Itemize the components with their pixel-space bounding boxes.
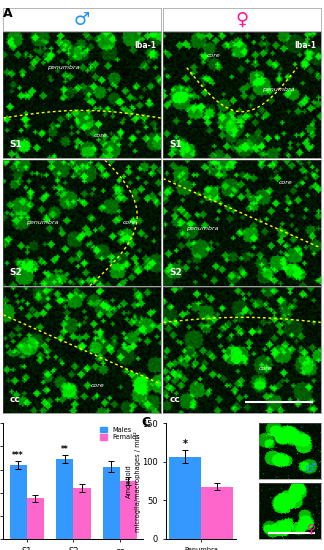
Text: S2: S2 (9, 268, 22, 277)
Text: penumbra: penumbra (262, 86, 295, 91)
Bar (103, 467, 120, 539)
Text: ♂: ♂ (305, 462, 317, 475)
Bar (201, 487, 233, 539)
Text: **: ** (61, 445, 69, 454)
Text: ♂: ♂ (74, 10, 90, 29)
Text: penumbra: penumbra (186, 227, 219, 232)
Text: C: C (142, 416, 151, 430)
Text: S2: S2 (169, 268, 182, 277)
Text: penumbra: penumbra (26, 220, 59, 225)
Text: A: A (3, 7, 13, 20)
Text: *: * (183, 439, 188, 449)
Text: core: core (94, 133, 108, 138)
Text: core: core (91, 383, 105, 388)
Text: Iba-1: Iba-1 (294, 41, 316, 50)
Text: S1: S1 (9, 140, 22, 150)
Bar (10, 465, 27, 539)
Text: cc: cc (9, 395, 20, 404)
Legend: Males, Females: Males, Females (100, 427, 140, 440)
Text: core: core (122, 220, 136, 225)
Text: core: core (207, 53, 220, 58)
Text: S1: S1 (169, 140, 182, 150)
Text: core: core (279, 180, 293, 185)
Text: ♀: ♀ (236, 10, 249, 29)
Bar (56, 459, 73, 539)
Text: ♀: ♀ (307, 522, 317, 535)
Text: cc: cc (169, 395, 180, 404)
Text: core: core (259, 366, 272, 371)
Y-axis label: Amoeboid
microglia/macrophages / mm²: Amoeboid microglia/macrophages / mm² (126, 431, 141, 532)
Text: ***: *** (12, 451, 24, 460)
Bar (73, 488, 90, 539)
Text: penumbra: penumbra (47, 65, 79, 70)
Bar (169, 456, 201, 539)
Text: Iba-1: Iba-1 (134, 41, 156, 50)
Bar (27, 498, 44, 539)
Bar (120, 481, 137, 539)
